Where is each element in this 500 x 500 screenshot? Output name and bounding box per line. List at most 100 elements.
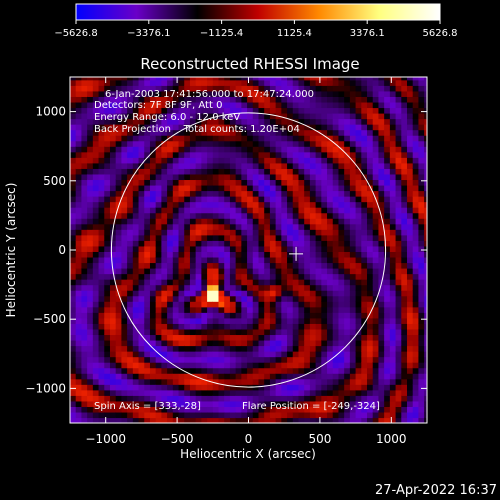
heatmap-cell xyxy=(212,234,220,241)
heatmap-cell xyxy=(269,112,277,120)
heatmap-cell xyxy=(224,312,231,319)
heatmap-cell xyxy=(241,373,248,380)
heatmap-cell xyxy=(218,312,225,319)
heatmap-cell xyxy=(338,223,345,230)
heatmap-cell xyxy=(218,223,225,230)
heatmap-cell xyxy=(81,77,88,81)
heatmap-cell xyxy=(292,146,300,153)
heatmap-cell xyxy=(281,118,288,125)
heatmap-cell xyxy=(327,323,334,330)
heatmap-cell xyxy=(258,101,265,109)
heatmap-cell xyxy=(172,229,180,236)
heatmap-cell xyxy=(138,184,145,192)
heatmap-cell xyxy=(269,400,277,407)
heatmap-cell xyxy=(401,179,408,186)
heatmap-cell xyxy=(229,312,237,319)
heatmap-cell xyxy=(269,417,277,423)
heatmap-cell xyxy=(121,328,128,336)
heatmap-cell xyxy=(178,356,185,363)
heatmap-cell xyxy=(121,356,128,363)
heatmap-cell xyxy=(212,362,220,369)
heatmap-cell xyxy=(247,328,254,336)
heatmap-cell xyxy=(338,312,345,319)
heatmap-cell xyxy=(338,317,345,324)
heatmap-cell xyxy=(224,151,231,158)
heatmap-cell xyxy=(395,306,402,313)
heatmap-cell xyxy=(235,207,242,214)
heatmap-cell xyxy=(269,140,277,147)
heatmap-cell xyxy=(407,256,414,264)
heatmap-cell xyxy=(144,417,151,423)
heatmap-cell xyxy=(384,384,391,391)
heatmap-cell xyxy=(378,85,385,92)
heatmap-cell xyxy=(127,417,134,423)
heatmap-cell xyxy=(298,400,305,407)
heatmap-cell xyxy=(149,378,157,385)
heatmap-cell xyxy=(264,356,271,363)
heatmap-cell xyxy=(81,218,88,225)
heatmap-cell xyxy=(121,279,128,286)
heatmap-cell xyxy=(149,267,157,275)
heatmap-cell xyxy=(195,184,202,192)
heatmap-cell xyxy=(201,411,208,419)
heatmap-cell xyxy=(327,196,334,203)
heatmap-cell xyxy=(127,345,134,352)
heatmap-cell xyxy=(115,317,123,324)
heatmap-cell xyxy=(241,90,248,97)
heatmap-cell xyxy=(264,129,271,136)
heatmap-cell xyxy=(252,129,260,136)
heatmap-cell xyxy=(407,417,414,423)
heatmap-cell xyxy=(367,345,374,352)
heatmap-cell xyxy=(389,362,397,369)
heatmap-cell xyxy=(355,345,362,352)
heatmap-cell xyxy=(144,351,151,358)
heatmap-cell xyxy=(224,218,231,225)
heatmap-cell xyxy=(332,112,340,120)
heatmap-cell xyxy=(127,135,134,142)
heatmap-cell xyxy=(247,107,254,114)
heatmap-cell xyxy=(389,312,397,319)
heatmap-cell xyxy=(332,384,340,391)
heatmap-cell xyxy=(367,140,374,147)
heatmap-cell xyxy=(264,334,271,341)
heatmap-cell xyxy=(184,317,191,324)
heatmap-cell xyxy=(132,207,140,214)
heatmap-cell xyxy=(75,173,83,181)
heatmap-cell xyxy=(258,162,265,169)
heatmap-cell xyxy=(298,411,305,419)
heatmap-cell xyxy=(138,312,145,319)
heatmap-cell xyxy=(201,184,208,192)
heatmap-cell xyxy=(367,135,374,142)
heatmap-cell xyxy=(229,168,237,175)
heatmap-cell xyxy=(367,367,374,374)
heatmap-cell xyxy=(418,273,425,280)
heatmap-cell xyxy=(92,406,100,413)
heatmap-cell xyxy=(287,317,294,324)
heatmap-cell xyxy=(418,90,425,97)
heatmap-cell xyxy=(367,389,374,396)
heatmap-cell xyxy=(127,112,134,120)
heatmap-cell xyxy=(241,267,248,275)
heatmap-cell xyxy=(201,135,208,142)
heatmap-cell xyxy=(361,262,368,269)
heatmap-cell xyxy=(389,301,397,308)
heatmap-cell xyxy=(98,373,105,380)
heatmap-cell xyxy=(327,284,334,291)
heatmap-cell xyxy=(287,417,294,423)
heatmap-cell xyxy=(372,306,380,313)
heatmap-cell xyxy=(418,218,425,225)
heatmap-cell xyxy=(121,323,128,330)
heatmap-cell xyxy=(361,362,368,369)
annotation-spin-axis: Spin Axis = [333,-28] xyxy=(94,401,201,412)
heatmap-cell xyxy=(115,367,123,374)
heatmap-cell xyxy=(327,207,334,214)
heatmap-cell xyxy=(378,378,385,385)
heatmap-cell xyxy=(424,162,427,169)
heatmap-cell xyxy=(287,384,294,391)
heatmap-cell xyxy=(412,279,420,286)
heatmap-cell xyxy=(75,77,83,81)
heatmap-cell xyxy=(424,284,427,291)
heatmap-cell xyxy=(229,229,237,236)
heatmap-cell xyxy=(389,124,397,131)
heatmap-cell xyxy=(201,201,208,208)
